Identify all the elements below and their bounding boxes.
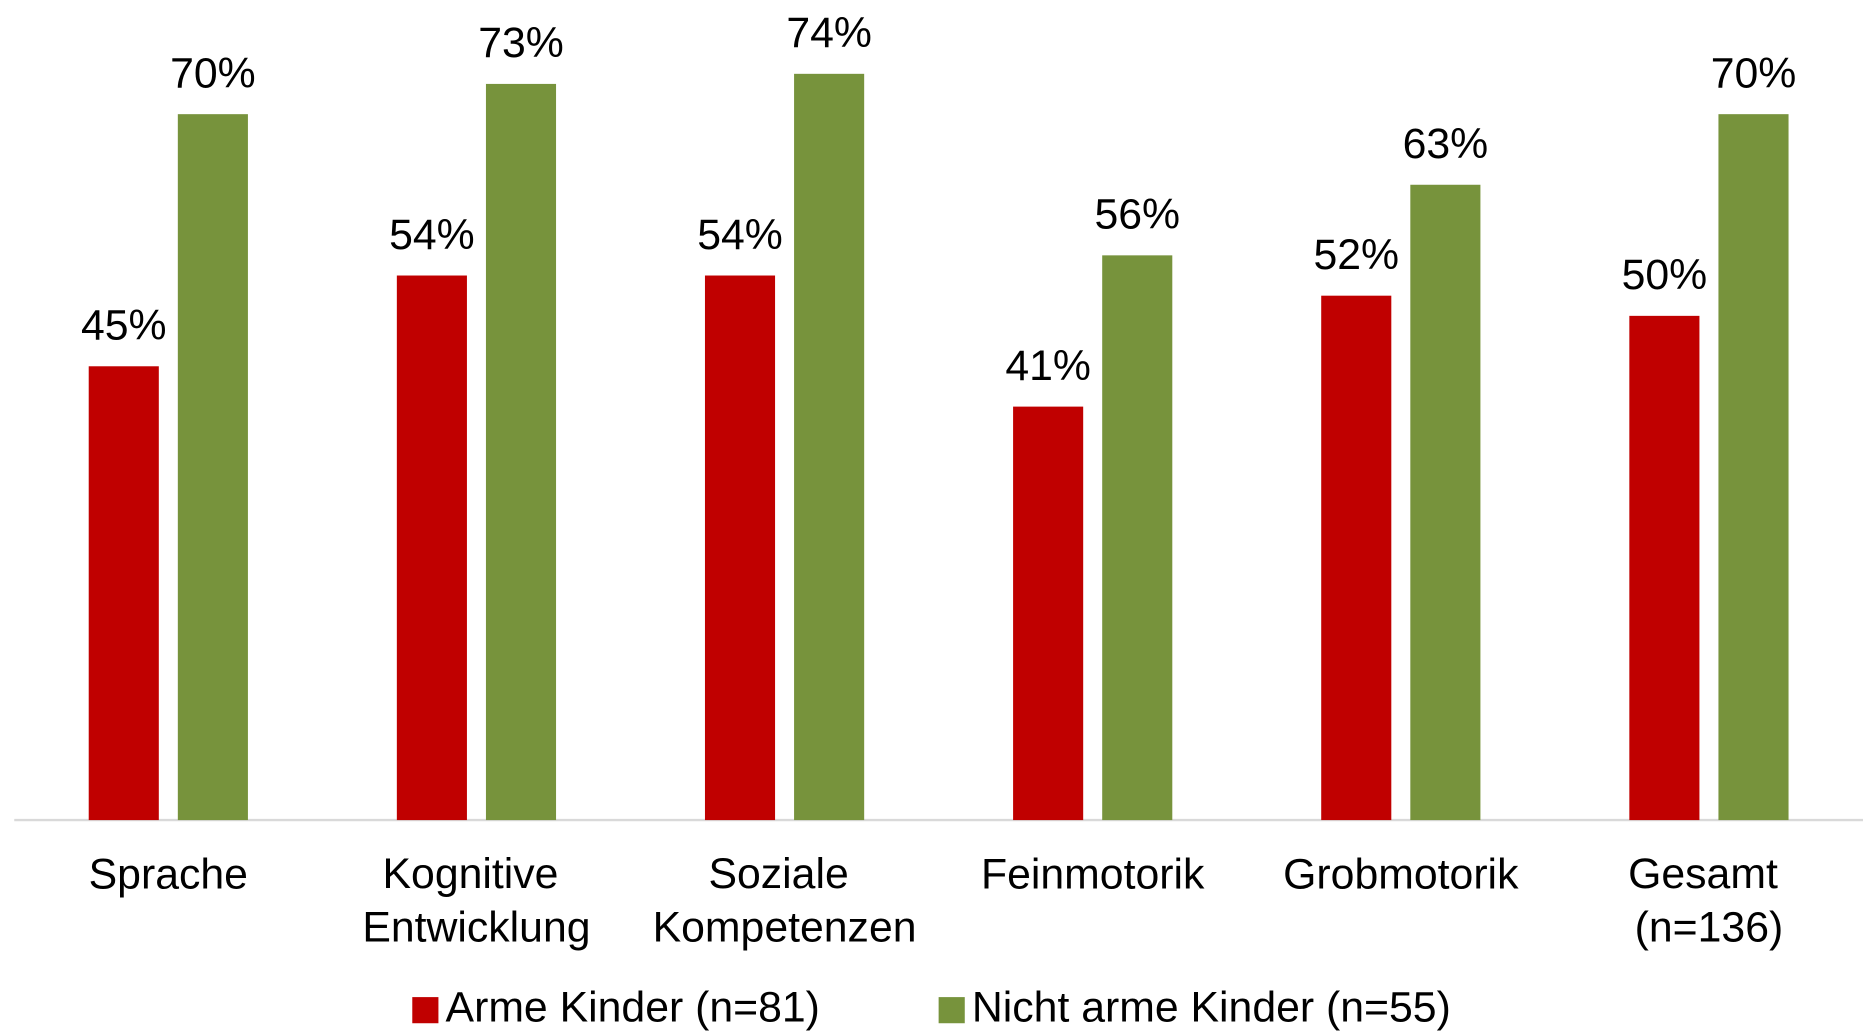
x-tick-label: Grobmotorik: [1283, 850, 1519, 898]
x-tick-label-line: (n=136): [1635, 904, 1784, 952]
data-label: 63%: [1403, 120, 1489, 168]
bar: [88, 366, 159, 821]
bar: [1410, 184, 1481, 821]
x-tick-label-line: Kompetenzen: [653, 904, 917, 952]
x-tick-label-line: Entwicklung: [362, 904, 590, 952]
bar: [485, 83, 557, 821]
data-label: 50%: [1622, 251, 1708, 299]
bar: [396, 275, 467, 821]
data-label: 70%: [1711, 49, 1797, 97]
bar: [704, 275, 776, 821]
legend-label: Arme Kinder (n=81): [446, 983, 820, 1031]
data-label: 45%: [81, 302, 167, 350]
x-tick-label: Kognitive Entwicklung: [362, 850, 590, 951]
data-label: 52%: [1313, 231, 1399, 279]
data-label: 41%: [1005, 342, 1091, 390]
data-label: 54%: [697, 211, 783, 259]
legend-swatch: [938, 997, 965, 1024]
bar: [177, 114, 248, 821]
x-tick-label-line: Gesamt: [1628, 850, 1790, 898]
bar: [1321, 295, 1392, 821]
bar: [1718, 114, 1789, 821]
bar: [1629, 315, 1700, 821]
x-tick-label: Gesamt (n=136): [1628, 850, 1790, 951]
x-tick-label-line: Soziale: [708, 850, 860, 898]
bar: [794, 73, 865, 821]
bar: [1013, 406, 1084, 821]
data-label: 70%: [170, 49, 256, 97]
x-tick-label-line: Kognitive: [383, 850, 571, 898]
data-label: 56%: [1094, 191, 1180, 239]
data-label: 73%: [478, 19, 564, 67]
data-label: 74%: [786, 9, 872, 57]
data-label: 54%: [389, 211, 475, 259]
legend-label: Nicht arme Kinder (n=55): [972, 983, 1451, 1031]
x-tick-label: Feinmotorik: [981, 850, 1205, 898]
legend-swatch: [412, 997, 439, 1024]
bar: [1102, 255, 1173, 821]
x-tick-label: Sprache: [89, 850, 248, 898]
x-tick-label: Soziale Kompetenzen: [653, 850, 917, 951]
